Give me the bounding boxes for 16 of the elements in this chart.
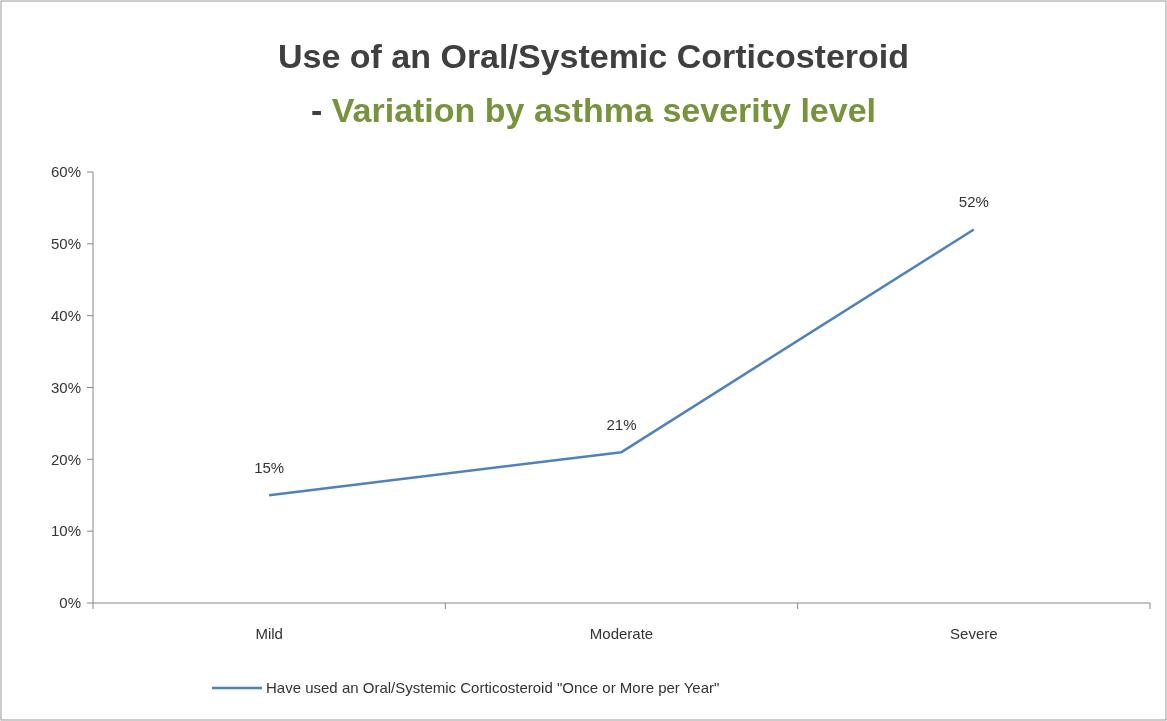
y-tick-label: 20% (50, 450, 81, 468)
x-tick-label: Mild (255, 625, 283, 642)
data-label: 15% (254, 459, 285, 477)
y-tick-label: 0% (59, 594, 81, 612)
data-label: 52% (958, 193, 989, 211)
chart-title: Use of an Oral/Systemic Corticosteroid (277, 37, 910, 75)
y-tick-label: 50% (50, 235, 81, 253)
data-label: 21% (606, 416, 637, 434)
x-tick-label: Severe (950, 625, 998, 642)
x-tick-label: Moderate (589, 625, 654, 642)
y-tick-label: 30% (50, 378, 81, 396)
y-tick-label: 10% (50, 522, 81, 540)
y-tick-label: 40% (50, 306, 81, 324)
y-tick-label: 60% (50, 163, 81, 181)
legend-label: Have used an Oral/Systemic Corticosteroid "Once or More per Year" (266, 679, 720, 697)
chart-subtitle: - Variation by asthma severity level (310, 91, 877, 129)
